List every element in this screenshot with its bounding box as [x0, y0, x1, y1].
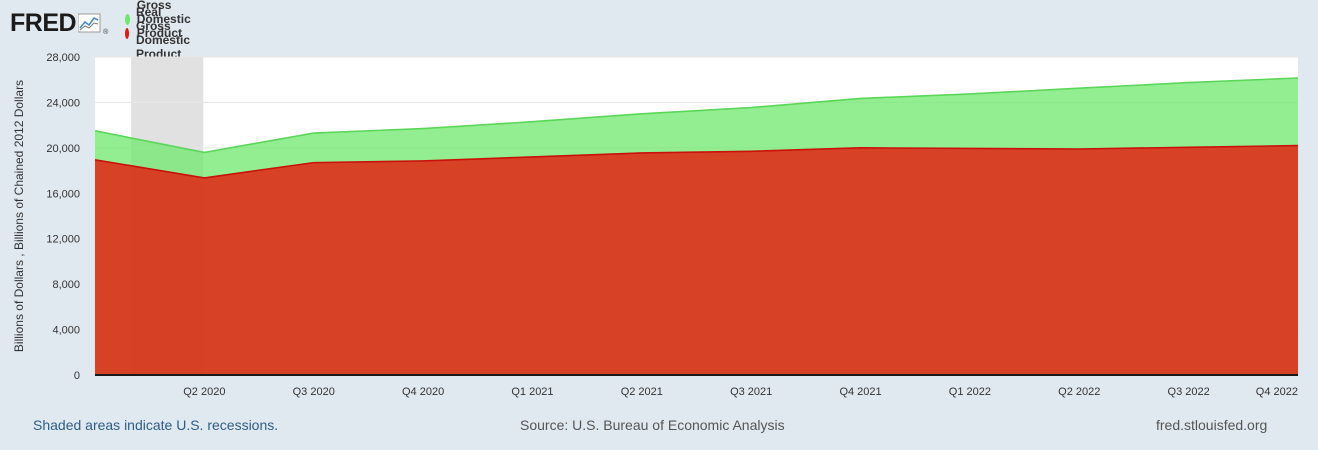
legend-label-gdp: Gross Domestic Product [136, 0, 191, 40]
y-tick-label: 12,000 [46, 234, 80, 246]
legend: Gross Domestic Product Real Gross Domest… [125, 0, 197, 61]
legend-dot-gdp [125, 13, 130, 25]
trend-chart-icon [78, 13, 101, 33]
fred-logo[interactable]: FRED ® [10, 10, 108, 36]
x-tick-label: Q4 2020 [402, 386, 444, 398]
series-line-gdp [94, 77, 1299, 154]
x-tick-label: Q2 2022 [1058, 386, 1100, 398]
y-tick-label: 4,000 [52, 325, 80, 337]
y-tick-label: 28,000 [46, 52, 80, 64]
series-line-real-gdp [94, 144, 1299, 179]
y-tick-label: 20,000 [46, 143, 80, 155]
y-tick-label: 24,000 [46, 97, 80, 109]
fred-logo-text: FRED [10, 9, 77, 37]
x-tick-label: Q1 2021 [511, 386, 553, 398]
x-tick-label: Q2 2020 [183, 386, 225, 398]
x-tick-label: Q3 2021 [730, 386, 772, 398]
x-tick-label: Q4 2022 [1256, 386, 1298, 398]
area-real-gdp [95, 145, 1298, 375]
x-tick-label: Q4 2021 [839, 386, 881, 398]
y-tick-label: 16,000 [46, 188, 80, 200]
site-link[interactable]: fred.stlouisfed.org [1156, 417, 1268, 433]
x-tick-label: Q1 2022 [949, 386, 991, 398]
recession-note: Shaded areas indicate U.S. recessions. [33, 417, 279, 433]
gdp-area-chart: 0 4,000 8,000 12,000 16,000 20,000 24,000 28,00… [46, 52, 1299, 398]
legend-dot-real-gdp [125, 27, 129, 39]
source-note: Source: U.S. Bureau of Economic Analysis [520, 417, 785, 433]
registered-mark: ® [103, 29, 109, 36]
x-tick-label: Q2 2021 [621, 386, 663, 398]
y-tick-label: 0 [74, 370, 80, 382]
y-tick-label: 8,000 [52, 279, 80, 291]
x-tick-label: Q3 2020 [293, 386, 335, 398]
legend-item-gdp[interactable]: Gross Domestic Product [125, 0, 197, 40]
x-tick-label: Q3 2022 [1168, 386, 1210, 398]
